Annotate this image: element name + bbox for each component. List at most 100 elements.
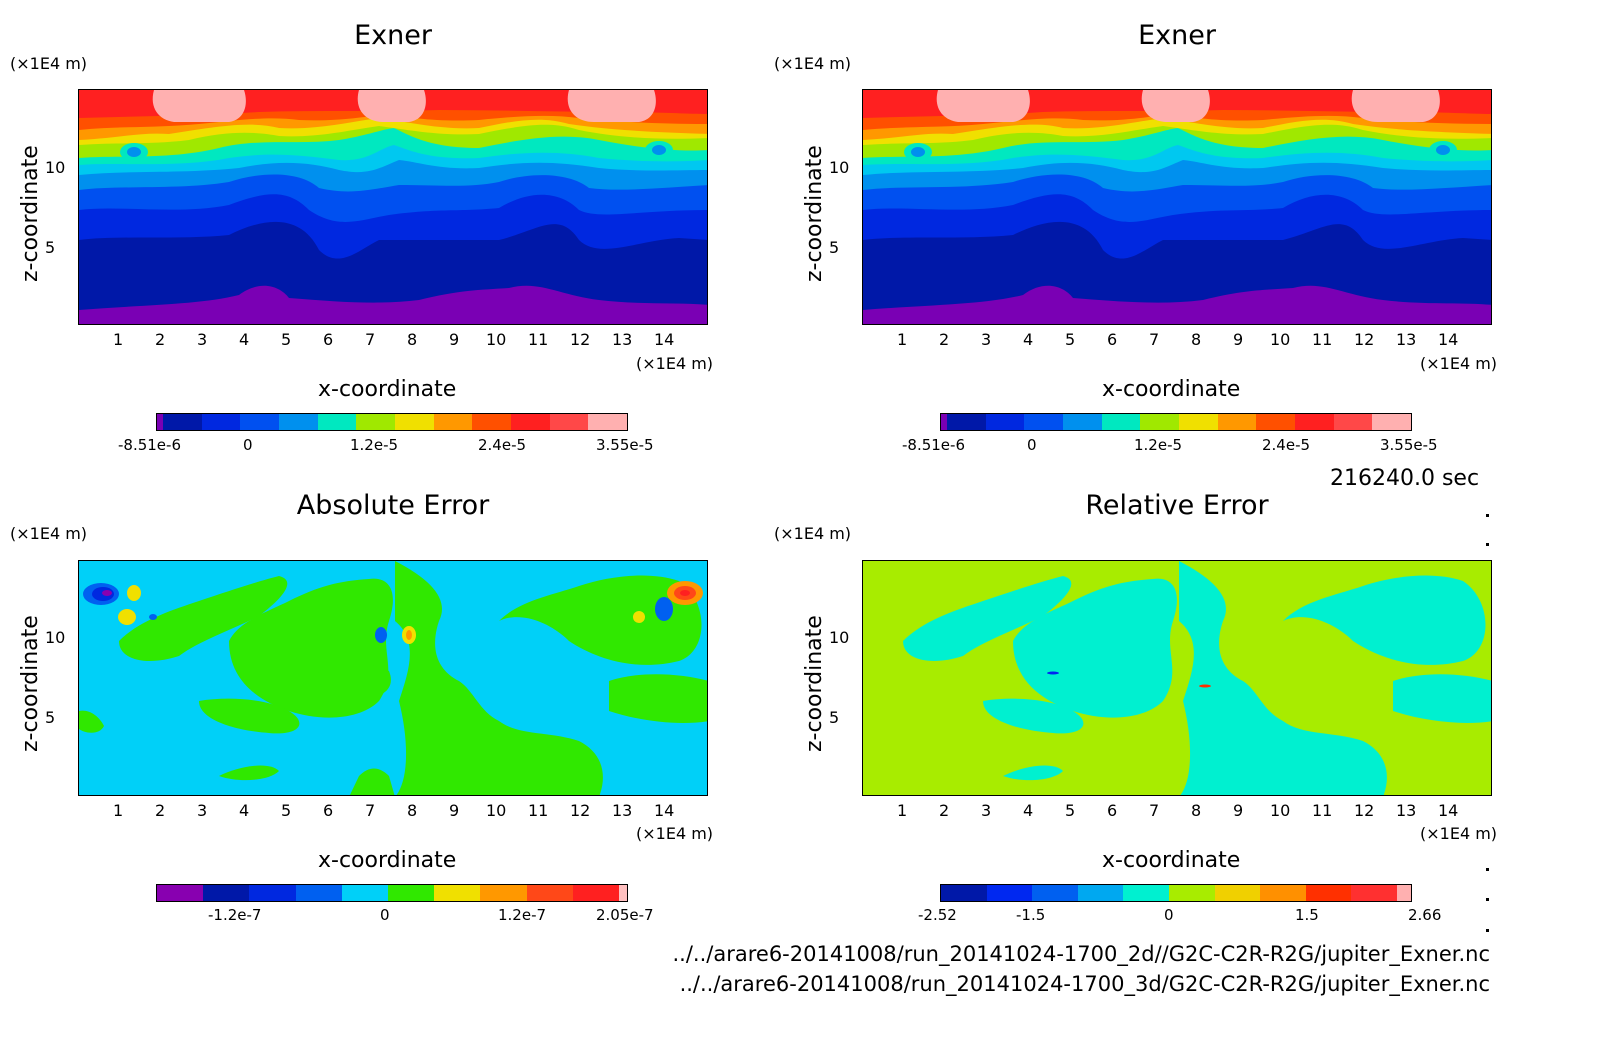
y-tick: 5 [829, 708, 840, 727]
contour-field [863, 90, 1491, 324]
eddy-left-core [127, 147, 141, 157]
y-tick: 10 [45, 158, 66, 177]
contour-plot [78, 560, 708, 796]
x-tick: 8 [1191, 330, 1202, 349]
x-tick: 8 [407, 330, 418, 349]
y-unit-label: (×1E4 m) [10, 524, 88, 543]
chart-title: Exner [1138, 20, 1216, 51]
x-unit-label: (×1E4 m) [1420, 354, 1498, 373]
x-tick: 3 [981, 330, 992, 349]
colorbar-label: 0 [380, 906, 390, 924]
file-path-3d: ../../arare6-20141008/run_20141024-1700_… [679, 972, 1490, 996]
x-tick: 7 [1149, 330, 1160, 349]
colorbar-label: 0 [243, 436, 253, 454]
chart-title: Absolute Error [296, 490, 490, 521]
y-tick: 5 [45, 708, 56, 727]
y-axis-label: z-coordinate [802, 615, 827, 752]
x-tick: 9 [449, 330, 460, 349]
y-tick: 10 [45, 628, 66, 647]
colorbar-label: 2.4e-5 [478, 436, 527, 454]
colorbar-label: -8.51e-6 [902, 436, 965, 454]
x-tick: 9 [449, 801, 460, 820]
x-tick: 12 [1354, 330, 1375, 349]
x-tick: 12 [570, 330, 591, 349]
colorbar [156, 884, 628, 902]
x-tick: 10 [486, 801, 507, 820]
colorbar-label: -2.52 [918, 906, 957, 924]
colorbar-label: 0 [1027, 436, 1037, 454]
x-tick: 12 [570, 801, 591, 820]
y-tick: 10 [829, 158, 850, 177]
x-tick: 13 [1396, 801, 1417, 820]
colorbar-label: -1.5 [1016, 906, 1046, 924]
x-tick-row: 1 2 3 4 5 6 7 8 9 10 11 12 13 14 [78, 330, 708, 350]
colorbar-label: 3.55e-5 [1380, 436, 1438, 454]
x-tick: 3 [197, 330, 208, 349]
x-tick: 10 [486, 330, 507, 349]
contour-plot [862, 89, 1492, 325]
colorbar-label: 3.55e-5 [596, 436, 654, 454]
x-axis-label: x-coordinate [1102, 848, 1241, 873]
x-tick: 4 [239, 330, 250, 349]
x-tick: 11 [1312, 330, 1333, 349]
contour-plot [862, 560, 1492, 796]
colorbar-label: 0 [1164, 906, 1174, 924]
marker-dot [1486, 543, 1489, 546]
x-tick: 14 [1438, 330, 1459, 349]
x-tick: 5 [281, 330, 292, 349]
x-tick: 5 [1065, 330, 1076, 349]
colorbar-label: 1.2e-5 [350, 436, 399, 454]
contour-field [863, 561, 1491, 795]
marker-dot [1486, 898, 1489, 901]
band-12c [567, 90, 656, 122]
x-unit-label: (×1E4 m) [636, 354, 714, 373]
x-tick-row: 1 2 3 4 5 6 7 8 9 10 11 12 13 14 [862, 801, 1492, 821]
x-tick: 7 [1149, 801, 1160, 820]
x-tick: 1 [113, 330, 124, 349]
x-tick: 13 [612, 801, 633, 820]
x-tick: 14 [654, 801, 675, 820]
x-tick: 4 [1023, 801, 1034, 820]
colorbar-label: 2.05e-7 [596, 906, 654, 924]
x-tick: 7 [365, 330, 376, 349]
x-axis-label: x-coordinate [318, 848, 457, 873]
x-tick: 5 [1065, 801, 1076, 820]
marker-dot [1486, 868, 1489, 871]
chart-title: Exner [354, 20, 432, 51]
x-tick: 2 [155, 330, 166, 349]
y-unit-label: (×1E4 m) [774, 524, 852, 543]
x-tick: 13 [1396, 330, 1417, 349]
x-tick: 4 [1023, 330, 1034, 349]
contour-plot [78, 89, 708, 325]
band-12b [357, 90, 426, 122]
contour-field [79, 561, 707, 795]
y-tick: 5 [829, 238, 840, 257]
x-unit-label: (×1E4 m) [636, 824, 714, 843]
marker-dot [1486, 514, 1489, 517]
x-tick: 10 [1270, 330, 1291, 349]
colorbar-label: 1.2e-7 [498, 906, 547, 924]
colorbar [940, 413, 1412, 431]
x-unit-label: (×1E4 m) [1420, 824, 1498, 843]
x-tick: 6 [323, 801, 334, 820]
colorbar [940, 884, 1412, 902]
colorbar [156, 413, 628, 431]
x-tick: 8 [1191, 801, 1202, 820]
x-tick: 13 [612, 330, 633, 349]
x-tick: 14 [1438, 801, 1459, 820]
y-axis-label: z-coordinate [18, 145, 43, 282]
x-tick: 12 [1354, 801, 1375, 820]
x-tick: 2 [939, 801, 950, 820]
y-unit-label: (×1E4 m) [774, 54, 852, 73]
x-tick: 3 [197, 801, 208, 820]
y-axis-label: z-coordinate [18, 615, 43, 752]
x-tick: 11 [528, 801, 549, 820]
y-tick: 10 [829, 628, 850, 647]
x-tick: 7 [365, 801, 376, 820]
y-unit-label: (×1E4 m) [10, 54, 88, 73]
x-tick: 5 [281, 801, 292, 820]
y-tick: 5 [45, 238, 56, 257]
x-tick: 11 [1312, 801, 1333, 820]
band-12 [152, 90, 246, 122]
x-tick-row: 1 2 3 4 5 6 7 8 9 10 11 12 13 14 [78, 801, 708, 821]
